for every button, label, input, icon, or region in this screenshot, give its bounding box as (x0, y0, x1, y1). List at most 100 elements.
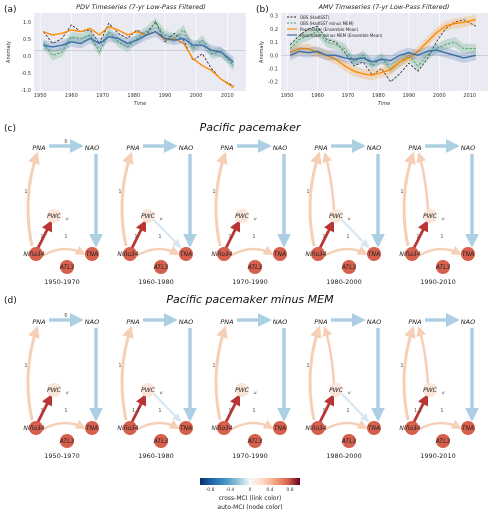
node-label-tna: TNA (86, 251, 98, 258)
series-line (43, 25, 234, 89)
node-label-atl3: ATL3 (435, 438, 451, 445)
node-label-pna: PNA (314, 144, 327, 152)
lag-label: 1 (440, 234, 443, 240)
node-label-nao: NAO (461, 318, 475, 326)
node-nino34 (405, 247, 419, 261)
row-d-title: Pacific pacemaker minus MEM (166, 293, 334, 306)
node-label-nino34: Niño34 (211, 425, 232, 432)
node-label-pna: PNA (220, 144, 233, 152)
node-pwc (141, 209, 155, 223)
node-label-tna: TNA (462, 425, 474, 432)
node-label-nino34: Niño34 (23, 425, 44, 432)
colorbar-gradient (200, 478, 300, 485)
link-nino-pwc (36, 393, 53, 423)
lag-label: 1 (40, 408, 43, 414)
node-atl3 (248, 260, 262, 274)
link-nino-pna (26, 325, 40, 421)
node-label-pna: PNA (32, 144, 45, 152)
node-label-pwc-sub: u (254, 216, 257, 221)
series-uncertainty-band (43, 18, 234, 71)
x-tick-label: 1960 (311, 93, 324, 99)
causal-graph: PNA NAO PWC u Niño34 TNA ATL3 1 1,2 1 1990-2010 (399, 313, 479, 460)
panel-a-plot-area (34, 13, 246, 91)
node-label-pwc-sub: u (442, 390, 445, 395)
link-nino-tna (323, 245, 368, 258)
legend-label-pacemaker-minus: Pacemaker minus MEM (Ensemble Mean) (300, 33, 383, 38)
node-pwc (423, 383, 437, 397)
lag-label: 1 (212, 189, 215, 195)
x-tick-label: 1950 (281, 93, 294, 99)
period-label: 1970-1990 (232, 452, 267, 460)
node-label-nino34: Niño34 (399, 425, 420, 432)
node-nino34 (123, 421, 137, 435)
node-label-tna: TNA (180, 425, 192, 432)
x-tick-label: 1990 (402, 93, 415, 99)
node-label-pwc-sub: u (66, 216, 69, 221)
series-line (43, 30, 234, 63)
node-nino34 (217, 247, 231, 261)
node-tna (273, 247, 287, 261)
period-label: 1950-1970 (44, 452, 79, 460)
link-pwc-tna (153, 393, 182, 423)
node-nino34 (29, 247, 43, 261)
panel-a-ytick: 1.0 (23, 20, 31, 26)
lag-label: 1 (322, 234, 325, 240)
node-label-tna: TNA (274, 425, 286, 432)
legend-label-obs: OBS (HadISST) (300, 15, 330, 20)
lag-label: 1 (158, 408, 161, 414)
x-tick-label: 2000 (190, 93, 203, 99)
period-label: 1950-1970 (44, 278, 79, 286)
lag-label: 1 (118, 363, 121, 369)
panel-b-ytick: -0.2 (268, 80, 278, 86)
node-tna (85, 247, 99, 261)
node-tna (273, 421, 287, 435)
link-nino-pwc (130, 219, 147, 249)
link-nino-pna (308, 325, 322, 421)
panel-b-ytick: 0.3 (270, 14, 278, 20)
node-label-pwc: PWC (47, 213, 62, 220)
causal-graph: PNA NAO PWC u Niño34 TNA ATL3 1 1 1 1970-1990 (211, 313, 291, 460)
panel-b-ytick: 0.2 (270, 27, 278, 33)
node-label-pna: PNA (314, 318, 327, 326)
causal-graph: PNA NAO PWC u Niño34 TNA ATL3 1 1 1 1970-1990 (211, 139, 291, 286)
node-label-tna: TNA (180, 251, 192, 258)
panel-b-ylabel: Anomaly (259, 41, 265, 63)
series-line (43, 21, 234, 87)
node-label-nino34: Niño34 (117, 251, 138, 258)
link-nino-pwc (318, 219, 335, 249)
node-nino34 (123, 247, 137, 261)
link-nino-tna (417, 419, 462, 432)
node-tna (179, 421, 193, 435)
node-label-nao: NAO (367, 144, 381, 152)
node-label-pna: PNA (220, 318, 233, 326)
node-pwc (235, 383, 249, 397)
node-atl3 (154, 260, 168, 274)
node-nino34 (311, 421, 325, 435)
series-line (289, 19, 477, 83)
lag-label: 1 (252, 234, 255, 240)
node-atl3 (342, 434, 356, 448)
node-label-nao: NAO (461, 144, 475, 152)
link-nino-tna (135, 245, 180, 258)
lag-label: 1 (400, 189, 403, 195)
x-tick-label: 2010 (221, 93, 234, 99)
panel-b-ytick: -0.1 (268, 67, 278, 73)
legend-label-obs-minus: OBS (HadISST minus MEM) (300, 21, 354, 26)
node-label-atl3: ATL3 (247, 438, 263, 445)
period-label: 1960-1980 (138, 278, 173, 286)
x-tick-label: 1980 (372, 93, 385, 99)
period-label: 1990-2010 (420, 278, 455, 286)
link-nino-pna (26, 151, 40, 247)
node-label-tna: TNA (368, 425, 380, 432)
panel-b-series (289, 14, 477, 83)
lag-label: 6 (64, 313, 67, 319)
lag-label: 1 (322, 408, 325, 414)
node-nino34 (405, 421, 419, 435)
x-tick-label: 2000 (433, 93, 446, 99)
node-atl3 (60, 434, 74, 448)
node-label-atl3: ATL3 (247, 264, 263, 271)
panel-a-xlabel: Time (134, 101, 146, 107)
link-nino-tna (41, 419, 86, 432)
